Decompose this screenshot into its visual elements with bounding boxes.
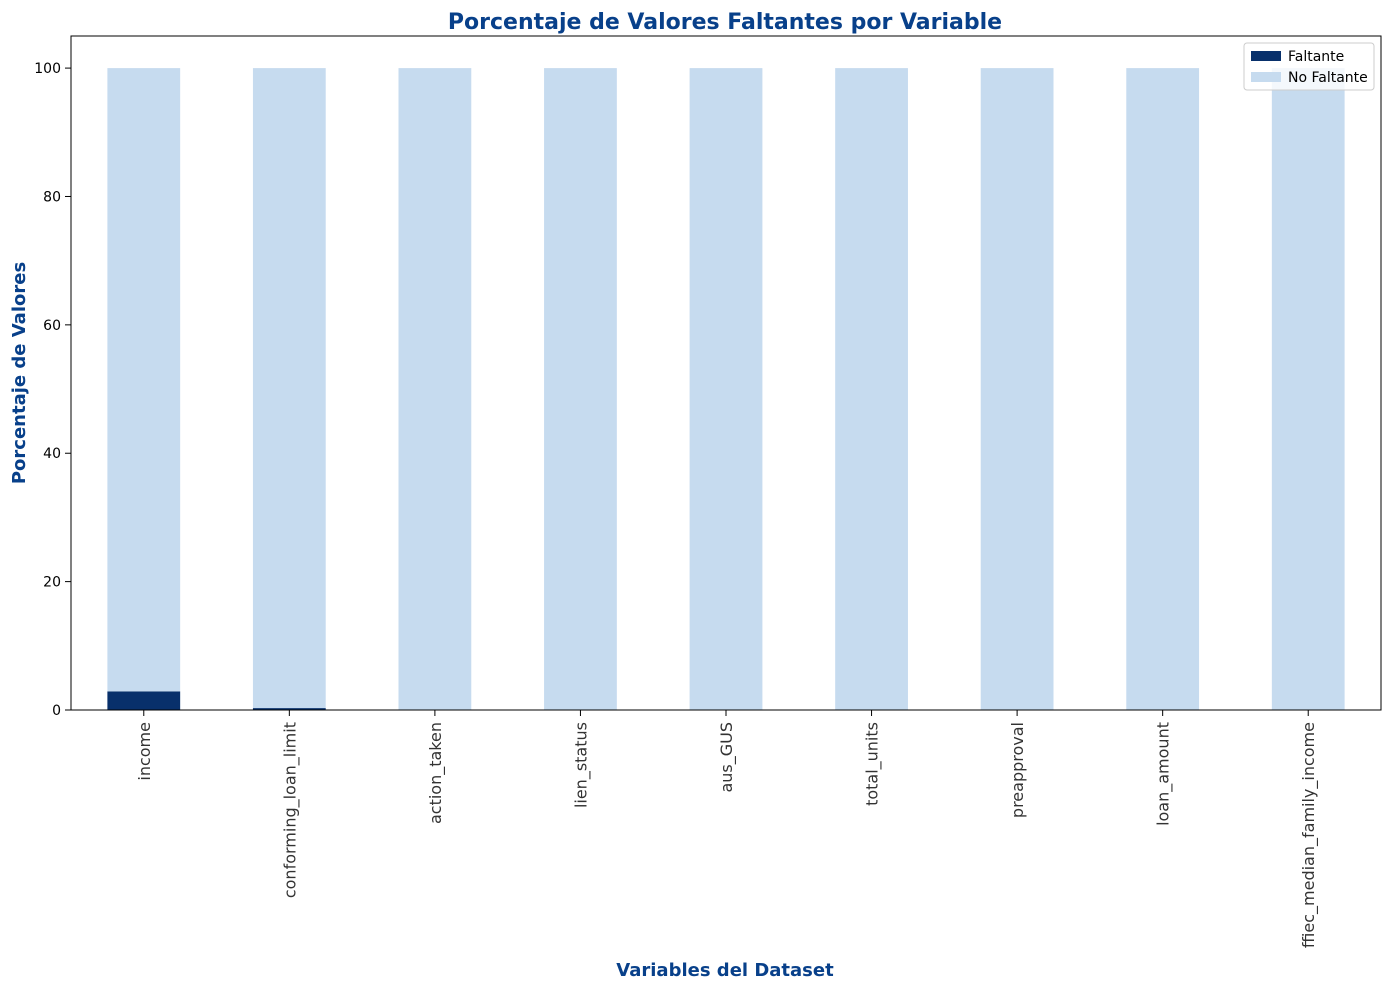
x-tick-label: lien_status [571, 722, 591, 808]
x-tick-label: action_taken [426, 722, 446, 824]
legend-swatch-faltante [1251, 51, 1281, 61]
bar-no-faltante-total_units [835, 68, 908, 711]
bar-no-faltante-lien_status [544, 68, 617, 711]
x-tick-label: conforming_loan_limit [280, 722, 300, 898]
x-axis-label: Variables del Dataset [616, 960, 834, 981]
bar-no-faltante-action_taken [398, 68, 472, 711]
x-tick-label: income [135, 722, 154, 781]
y-tick-label: 60 [43, 318, 61, 334]
x-tick-label: preapproval [1008, 722, 1027, 818]
legend-label-no-faltante: No Faltante [1288, 70, 1368, 86]
y-tick-label: 100 [34, 61, 61, 77]
bar-faltante-income [107, 691, 181, 710]
x-tick-label: total_units [863, 722, 883, 806]
bar-no-faltante-preapproval [980, 68, 1054, 711]
x-tick-label: loan_amount [1154, 722, 1174, 826]
y-axis-label: Porcentaje de Valores [9, 262, 30, 484]
y-tick-label: 0 [52, 703, 61, 719]
bar-no-faltante-loan_amount [1126, 68, 1200, 711]
bar-no-faltante-aus_GUS [689, 68, 763, 711]
bar-faltante-conforming_loan_limit [252, 708, 326, 710]
x-tick-label: aus_GUS [717, 722, 737, 793]
bar-no-faltante-conforming_loan_limit [252, 68, 326, 709]
legend-swatch-no-faltante [1251, 72, 1281, 82]
y-tick-label: 40 [43, 446, 61, 462]
y-axis: 0 20 40 60 80 100 [34, 61, 71, 719]
bar-no-faltante-ffiec_median_family_income [1271, 68, 1345, 711]
x-axis: income conforming_loan_limit action_taken l… [135, 710, 1319, 948]
bars-layer [107, 68, 1345, 711]
bar-no-faltante-income [107, 68, 181, 692]
chart-title: Porcentaje de Valores Faltantes por Vari… [448, 10, 1002, 35]
legend: Faltante No Faltante [1243, 42, 1375, 91]
legend-label-faltante: Faltante [1288, 49, 1344, 65]
y-tick-label: 80 [43, 189, 61, 205]
y-tick-label: 20 [43, 575, 61, 591]
x-tick-label: ffiec_median_family_income [1299, 722, 1319, 948]
